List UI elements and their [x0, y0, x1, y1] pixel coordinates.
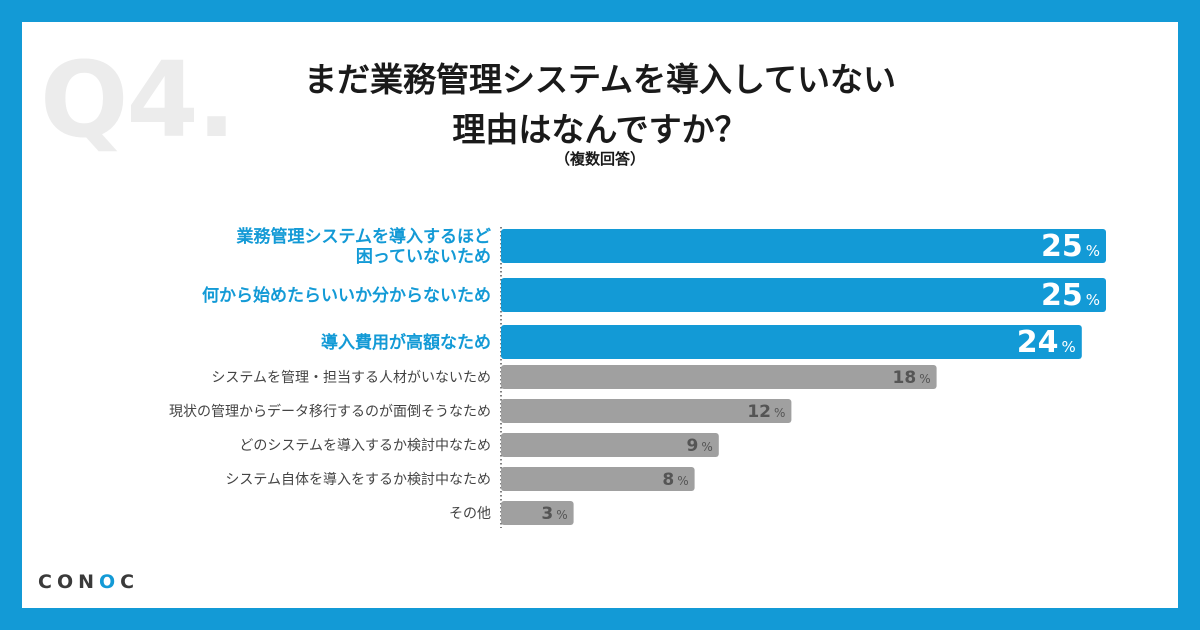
category-label-3: 導入費用が高額なため: [321, 332, 491, 353]
brand-logo-accent: O: [99, 571, 121, 593]
bar-6: [501, 433, 719, 457]
category-label-4: システムを管理・担当する人材がいないため: [211, 370, 491, 386]
chart-title-line-2: 理由はなんですか？: [452, 110, 748, 149]
bar-1: [501, 229, 1106, 263]
bar-5: [501, 399, 792, 423]
bar-3: [501, 325, 1082, 359]
category-label-5: 現状の管理からデータ移行するのが面倒そうなため: [169, 403, 491, 420]
bar-2: [501, 278, 1106, 312]
question-number: Q4.: [40, 39, 236, 161]
brand-logo: CONOC: [38, 571, 139, 593]
value-label-8: 3%: [541, 504, 567, 524]
brand-logo-prefix: CON: [38, 571, 99, 593]
brand-logo-suffix: C: [120, 571, 140, 593]
category-label-6: どのシステムを導入するか検討中なため: [239, 438, 491, 454]
chart-subtitle: （複数回答）: [554, 150, 645, 168]
bar-7: [501, 467, 695, 491]
chart-title: まだ業務管理システムを導入していない 理由はなんですか？: [22, 55, 1178, 155]
category-label-2: 何から始めたらいいか分からないため: [202, 285, 491, 306]
bar-4: [501, 365, 937, 389]
value-label-4: 18%: [893, 368, 931, 388]
chart-title-line-1: まだ業務管理システムを導入していない: [303, 60, 897, 99]
category-label-1: 業務管理システムを導入するほど困っていないため: [237, 226, 492, 267]
value-label-2: 25%: [1041, 278, 1100, 313]
chart-card: Q4. まだ業務管理システムを導入していない 理由はなんですか？ （複数回答） …: [22, 22, 1178, 608]
value-label-3: 24%: [1017, 325, 1076, 360]
value-label-6: 9%: [687, 436, 713, 456]
value-label-7: 8%: [662, 470, 688, 490]
category-label-7: システム自体を導入をするか検討中なため: [225, 472, 491, 488]
category-label-8: その他: [449, 506, 491, 522]
bar-chart: 業務管理システムを導入するほど困っていないため 25 % 何から始めたらいいか分からな…: [169, 226, 1106, 528]
value-label-5: 12%: [747, 402, 785, 422]
value-label-1: 25%: [1041, 229, 1100, 264]
bar-8: [501, 501, 574, 525]
